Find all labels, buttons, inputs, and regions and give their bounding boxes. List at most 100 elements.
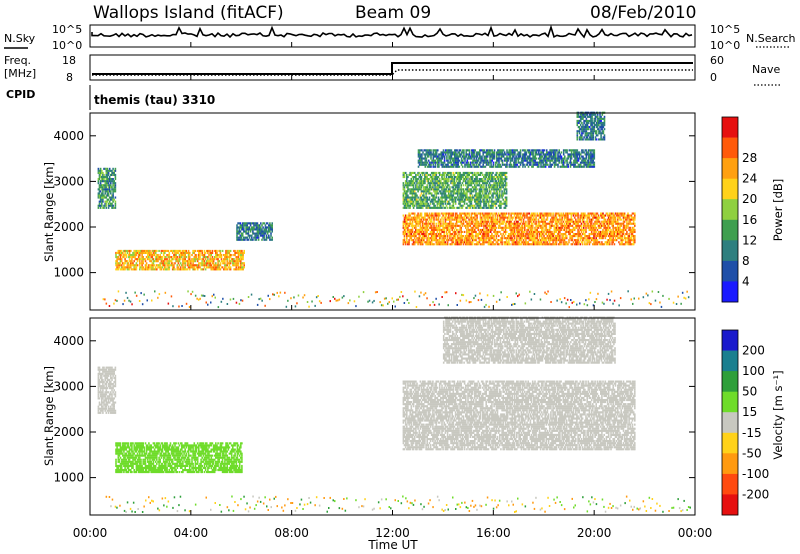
- echo-cell: [443, 206, 445, 209]
- echo-cell: [603, 233, 605, 236]
- echo-cell: [419, 178, 422, 181]
- echo-cell: [415, 188, 417, 191]
- echo-cell: [105, 202, 108, 205]
- echo-cell: [460, 188, 462, 191]
- echo-cell: [150, 266, 152, 269]
- echo-cell: [504, 204, 507, 207]
- echo-cell: [521, 224, 524, 227]
- echo-cell: [229, 266, 232, 269]
- echo-cell: [227, 262, 230, 265]
- echo-cell: [444, 188, 447, 191]
- echo-cell: [628, 218, 630, 221]
- echo-cell: [423, 171, 425, 174]
- echo-cell: [450, 198, 452, 201]
- echo-cell: [474, 239, 476, 242]
- echo-cell: [445, 176, 448, 179]
- echo-cell: [468, 214, 470, 217]
- echo-cell: [457, 235, 459, 238]
- echo-cell: [175, 254, 177, 257]
- echo-cell: [492, 192, 494, 195]
- echo-cell: [152, 260, 155, 263]
- echo-cell: [229, 262, 232, 265]
- echo-cell: [450, 194, 452, 197]
- echo-cell: [586, 239, 588, 242]
- echo-cell: [142, 262, 144, 265]
- echo-cell: [112, 194, 114, 197]
- echo-cell: [249, 222, 252, 225]
- echo-cell: [595, 235, 597, 238]
- echo-cell: [429, 241, 432, 244]
- echo-cell: [188, 251, 191, 254]
- echo-cell: [541, 239, 543, 242]
- echo-cell: [425, 188, 427, 191]
- echo-cell: [504, 171, 507, 174]
- echo-cell: [503, 237, 506, 240]
- echo-cell: [426, 226, 428, 229]
- echo-cell: [170, 262, 173, 265]
- echo-cell: [482, 190, 484, 193]
- echo-cell: [631, 226, 634, 229]
- echo-cell: [200, 262, 202, 265]
- echo-cell: [544, 220, 546, 223]
- echo-cell: [619, 222, 621, 225]
- echo-cell: [428, 192, 431, 195]
- echo-cell: [124, 251, 126, 254]
- echo-cell: [488, 198, 491, 201]
- echo-cell: [434, 198, 436, 201]
- echo-cell: [630, 228, 633, 231]
- echo-cell: [269, 228, 271, 231]
- echo-cell: [442, 192, 444, 195]
- echo-cell: [444, 206, 447, 209]
- echo-cell: [533, 220, 535, 223]
- echo-cell: [466, 206, 468, 209]
- echo-cell: [417, 224, 419, 227]
- echo-cell: [477, 200, 480, 203]
- echo-cell: [148, 268, 150, 271]
- echo-cell: [202, 268, 205, 271]
- echo-cell: [442, 224, 444, 227]
- echo-cell: [102, 173, 104, 176]
- echo-cell: [575, 214, 577, 217]
- echo-cell: [551, 224, 553, 227]
- echo-cell: [477, 180, 480, 183]
- echo-cell: [192, 264, 194, 267]
- echo-cell: [425, 226, 427, 229]
- echo-cell: [271, 224, 273, 227]
- echo-cell: [568, 212, 570, 215]
- echo-cell: [128, 249, 131, 252]
- echo-cell: [265, 238, 268, 241]
- echo-cell: [538, 237, 541, 240]
- echo-cell: [207, 260, 209, 263]
- echo-cell: [570, 216, 573, 219]
- echo-cell: [202, 260, 205, 263]
- echo-cell: [224, 264, 226, 267]
- echo-cell: [114, 196, 117, 199]
- echo-cell: [441, 228, 443, 231]
- echo-cell: [210, 264, 213, 267]
- echo-cell: [483, 237, 485, 240]
- echo-cell: [576, 224, 578, 227]
- echo-cell: [161, 264, 164, 267]
- echo-cell: [525, 243, 527, 246]
- echo-cell: [444, 226, 447, 229]
- echo-cell: [417, 222, 419, 225]
- echo-cell: [105, 173, 108, 176]
- echo-cell: [558, 230, 560, 233]
- echo-cell: [404, 200, 407, 203]
- echo-cell: [488, 196, 491, 199]
- echo-cell: [594, 226, 596, 229]
- echo-cell: [492, 226, 494, 229]
- echo-cell: [425, 222, 427, 225]
- echo-cell: [517, 241, 519, 244]
- echo-cell: [469, 224, 472, 227]
- echo-cell: [220, 258, 223, 261]
- echo-cell: [407, 182, 409, 185]
- echo-cell: [496, 222, 499, 225]
- echo-cell: [584, 224, 586, 227]
- echo-cell: [614, 237, 617, 240]
- echo-cell: [564, 224, 567, 227]
- echo-cell: [475, 233, 477, 236]
- echo-cell: [485, 182, 487, 185]
- echo-cell: [531, 237, 534, 240]
- echo-cell: [487, 239, 490, 242]
